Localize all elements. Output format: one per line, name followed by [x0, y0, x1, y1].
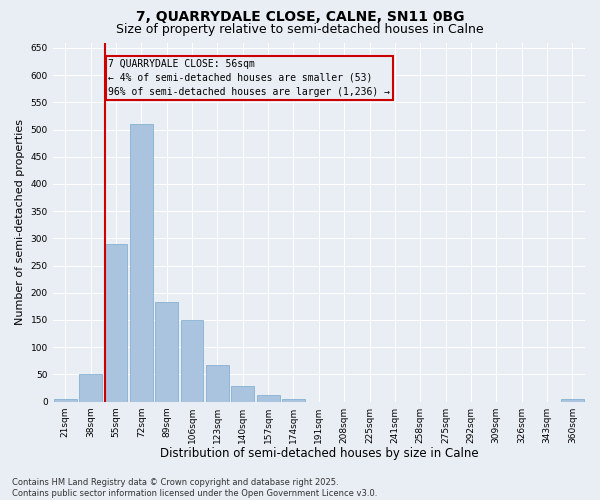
Bar	[130, 124, 153, 402]
Bar	[79, 374, 102, 402]
Bar	[206, 364, 229, 402]
Text: 7, QUARRYDALE CLOSE, CALNE, SN11 0BG: 7, QUARRYDALE CLOSE, CALNE, SN11 0BG	[136, 10, 464, 24]
Bar	[54, 399, 77, 402]
Bar	[232, 386, 254, 402]
Bar	[561, 400, 584, 402]
Text: 7 QUARRYDALE CLOSE: 56sqm
← 4% of semi-detached houses are smaller (53)
96% of s: 7 QUARRYDALE CLOSE: 56sqm ← 4% of semi-d…	[109, 59, 391, 97]
Bar	[155, 302, 178, 402]
Bar	[104, 244, 127, 402]
Bar	[282, 399, 305, 402]
Text: Size of property relative to semi-detached houses in Calne: Size of property relative to semi-detach…	[116, 22, 484, 36]
Text: Contains HM Land Registry data © Crown copyright and database right 2025.
Contai: Contains HM Land Registry data © Crown c…	[12, 478, 377, 498]
Y-axis label: Number of semi-detached properties: Number of semi-detached properties	[15, 119, 25, 325]
X-axis label: Distribution of semi-detached houses by size in Calne: Distribution of semi-detached houses by …	[160, 447, 478, 460]
Bar	[181, 320, 203, 402]
Bar	[257, 395, 280, 402]
